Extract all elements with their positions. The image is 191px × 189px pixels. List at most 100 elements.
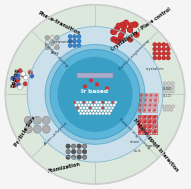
Circle shape: [163, 82, 167, 85]
Circle shape: [113, 37, 118, 43]
Bar: [148, 103, 152, 107]
Circle shape: [98, 112, 101, 115]
Circle shape: [128, 22, 134, 28]
Bar: [149, 98, 153, 102]
Circle shape: [106, 109, 109, 112]
Circle shape: [76, 107, 79, 109]
Circle shape: [162, 47, 166, 51]
Text: Crystallinity / Plane control: Crystallinity / Plane control: [110, 6, 172, 52]
Circle shape: [73, 35, 77, 39]
Circle shape: [155, 94, 157, 96]
Circle shape: [163, 90, 167, 93]
Circle shape: [171, 86, 175, 89]
Circle shape: [103, 104, 106, 106]
Circle shape: [154, 121, 156, 123]
Circle shape: [66, 144, 70, 148]
Circle shape: [155, 99, 157, 101]
Bar: [138, 125, 142, 129]
Circle shape: [81, 109, 84, 112]
Circle shape: [24, 125, 32, 133]
Circle shape: [73, 101, 76, 104]
Circle shape: [92, 112, 95, 115]
Circle shape: [171, 82, 175, 85]
Circle shape: [166, 56, 170, 60]
Circle shape: [87, 109, 90, 112]
Circle shape: [92, 101, 95, 104]
Circle shape: [73, 39, 77, 43]
Circle shape: [139, 131, 141, 133]
Circle shape: [86, 107, 88, 109]
Bar: [143, 103, 147, 107]
Circle shape: [167, 86, 171, 89]
Circle shape: [74, 104, 77, 106]
Text: (111): (111): [163, 94, 172, 98]
Bar: [143, 120, 147, 124]
Circle shape: [149, 105, 151, 106]
Circle shape: [162, 52, 166, 56]
Circle shape: [42, 116, 50, 124]
Circle shape: [140, 99, 142, 101]
Circle shape: [150, 94, 152, 96]
Circle shape: [97, 104, 100, 106]
Circle shape: [157, 47, 161, 51]
Circle shape: [128, 37, 133, 42]
Bar: [148, 115, 152, 119]
Bar: [143, 108, 147, 112]
Circle shape: [154, 126, 156, 128]
Circle shape: [153, 52, 157, 56]
Circle shape: [89, 112, 91, 115]
Bar: [139, 98, 143, 102]
Circle shape: [111, 107, 114, 109]
Circle shape: [98, 107, 101, 109]
Circle shape: [50, 35, 54, 40]
Circle shape: [167, 82, 171, 85]
Circle shape: [102, 101, 104, 104]
Circle shape: [66, 149, 70, 154]
Circle shape: [33, 125, 41, 133]
Circle shape: [154, 109, 156, 111]
Bar: [139, 93, 143, 97]
Circle shape: [139, 109, 141, 111]
Bar: [148, 125, 152, 129]
Circle shape: [73, 44, 77, 48]
Circle shape: [68, 44, 72, 48]
Text: Phase-transition: Phase-transition: [37, 11, 81, 36]
Bar: [153, 115, 157, 119]
Circle shape: [162, 43, 166, 46]
Circle shape: [162, 56, 166, 60]
Circle shape: [110, 109, 112, 112]
Circle shape: [55, 35, 59, 40]
Bar: [138, 108, 142, 112]
Bar: [138, 103, 142, 107]
Circle shape: [133, 22, 138, 27]
Circle shape: [84, 85, 87, 88]
Circle shape: [106, 87, 108, 90]
Circle shape: [123, 20, 129, 26]
Circle shape: [84, 109, 87, 112]
Circle shape: [166, 47, 170, 51]
Circle shape: [166, 43, 170, 46]
Circle shape: [111, 101, 114, 104]
Circle shape: [145, 99, 147, 101]
Circle shape: [121, 24, 127, 30]
Circle shape: [100, 109, 103, 112]
Circle shape: [5, 5, 185, 184]
Circle shape: [86, 112, 88, 115]
Circle shape: [45, 35, 49, 40]
Circle shape: [5, 5, 185, 184]
Circle shape: [139, 121, 141, 123]
Circle shape: [68, 39, 72, 43]
Circle shape: [127, 27, 133, 32]
Circle shape: [45, 40, 49, 45]
Bar: [153, 125, 157, 129]
Circle shape: [83, 101, 85, 104]
Bar: [149, 93, 153, 97]
Circle shape: [45, 45, 49, 50]
Circle shape: [144, 121, 146, 123]
Circle shape: [116, 23, 121, 29]
Circle shape: [77, 149, 81, 154]
Circle shape: [110, 104, 112, 106]
Text: Doping: Doping: [11, 67, 20, 88]
Bar: [143, 125, 147, 129]
Circle shape: [95, 112, 98, 115]
